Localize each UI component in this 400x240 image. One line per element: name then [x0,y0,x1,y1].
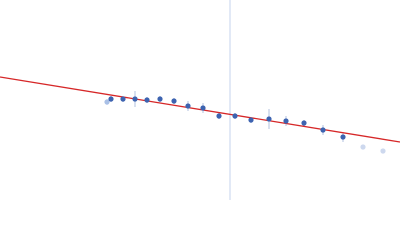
data-point [144,97,150,103]
data-point [320,127,326,133]
data-point [301,120,307,126]
data-point [216,113,222,119]
data-point [132,96,138,102]
data-point [104,99,110,105]
data-point [380,148,386,154]
data-point [283,118,289,124]
data-point [248,117,254,123]
data-point [340,134,346,140]
data-point [120,96,126,102]
chart [0,0,400,200]
data-point [171,98,177,104]
data-point [157,96,163,102]
data-point [232,113,238,119]
data-point [108,96,114,102]
data-point [200,105,206,111]
fit-line [0,76,400,143]
data-point [266,116,272,122]
data-point [185,103,191,109]
data-point [360,144,366,150]
